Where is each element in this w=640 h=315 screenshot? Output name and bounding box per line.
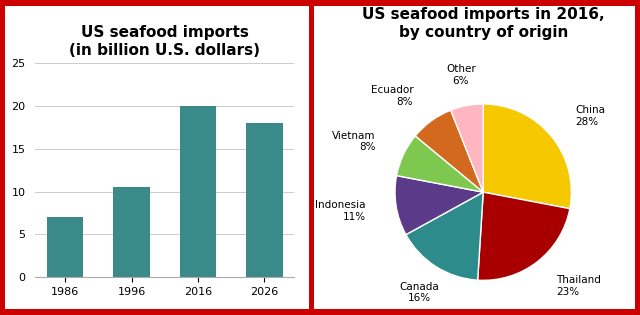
Wedge shape (477, 192, 570, 280)
Text: Canada
16%: Canada 16% (399, 282, 439, 303)
Wedge shape (483, 104, 572, 209)
Text: Other
6%: Other 6% (446, 64, 476, 86)
Text: Ecuador
8%: Ecuador 8% (371, 85, 413, 106)
Bar (180, 106, 216, 277)
Bar (246, 123, 283, 277)
Wedge shape (397, 136, 483, 192)
Bar (113, 187, 150, 277)
Text: Thailand
23%: Thailand 23% (556, 275, 601, 297)
Wedge shape (451, 104, 483, 192)
Text: Vietnam
8%: Vietnam 8% (332, 131, 376, 152)
Text: Indonesia
11%: Indonesia 11% (315, 200, 365, 221)
Wedge shape (415, 110, 483, 192)
Text: China
28%: China 28% (575, 106, 605, 127)
Wedge shape (406, 192, 483, 280)
Bar (47, 217, 83, 277)
Title: US seafood imports
(in billion U.S. dollars): US seafood imports (in billion U.S. doll… (69, 25, 260, 58)
Title: US seafood imports in 2016,
by country of origin: US seafood imports in 2016, by country o… (362, 7, 605, 40)
Wedge shape (395, 176, 483, 235)
